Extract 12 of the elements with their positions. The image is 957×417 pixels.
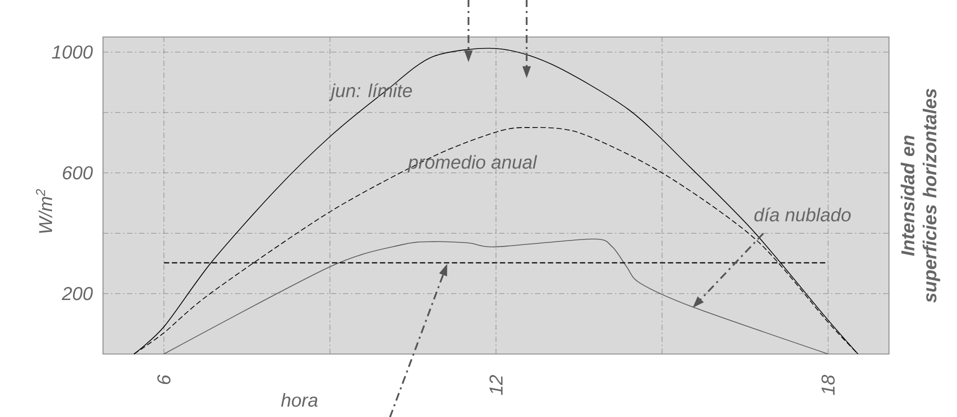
- text: día nublado: [754, 208, 851, 222]
- y-tick-label: 1000: [52, 45, 93, 59]
- x-axis-title: hora: [281, 393, 318, 407]
- y2-axis-title: Intensidad en superficies horizontales: [900, 88, 940, 303]
- x-tick-label: 12: [489, 374, 503, 395]
- y-tick-label: 600: [62, 166, 93, 180]
- x-tick-label: 6: [157, 374, 171, 384]
- x-tick-label: 18: [822, 374, 835, 395]
- line-series: [164, 238, 829, 354]
- y-axis-title: W/m$^{2}$: [36, 189, 52, 233]
- series-label: promedio anual: [408, 155, 538, 172]
- y-tick-label: 200: [62, 286, 93, 300]
